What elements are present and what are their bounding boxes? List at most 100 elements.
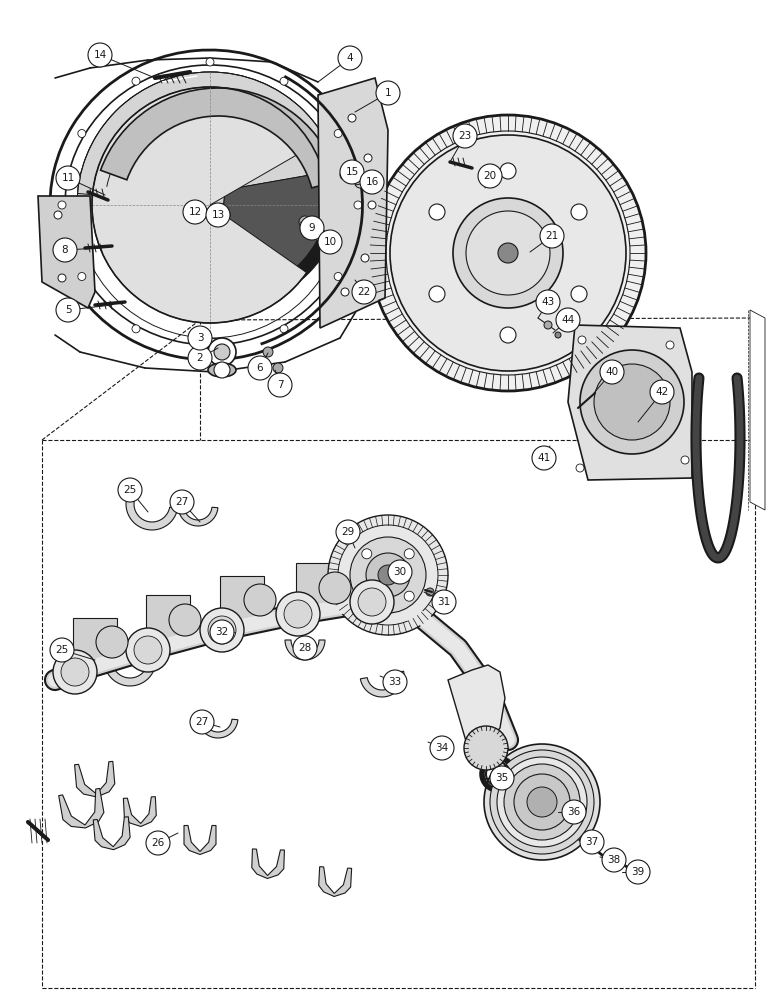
Circle shape [432, 590, 456, 614]
Polygon shape [59, 788, 104, 828]
Circle shape [430, 736, 454, 760]
Text: 4: 4 [347, 53, 354, 63]
Circle shape [378, 565, 398, 585]
Circle shape [484, 744, 600, 860]
Circle shape [53, 238, 77, 262]
Text: 14: 14 [93, 50, 107, 60]
Circle shape [273, 363, 283, 373]
Text: 32: 32 [215, 627, 229, 637]
Polygon shape [75, 761, 115, 797]
Circle shape [248, 356, 272, 380]
Text: 44: 44 [561, 315, 574, 325]
Circle shape [562, 800, 586, 824]
Circle shape [132, 325, 140, 333]
Ellipse shape [208, 363, 236, 377]
Circle shape [569, 804, 581, 816]
Circle shape [355, 178, 365, 188]
Polygon shape [126, 499, 178, 530]
Circle shape [370, 115, 646, 391]
Circle shape [490, 750, 594, 854]
Circle shape [571, 286, 587, 302]
Text: 28: 28 [298, 643, 312, 653]
Circle shape [360, 170, 384, 194]
Circle shape [556, 308, 580, 332]
Circle shape [314, 229, 326, 241]
Circle shape [429, 204, 445, 220]
Circle shape [200, 608, 244, 652]
Circle shape [666, 341, 674, 349]
Wedge shape [92, 87, 312, 323]
Text: 21: 21 [545, 231, 559, 241]
Circle shape [300, 216, 324, 240]
Polygon shape [38, 196, 95, 308]
Circle shape [464, 726, 508, 770]
Circle shape [276, 592, 320, 636]
Circle shape [527, 787, 557, 817]
Circle shape [214, 344, 230, 360]
Circle shape [352, 280, 376, 304]
Circle shape [580, 350, 684, 454]
Circle shape [208, 616, 236, 644]
Circle shape [96, 626, 128, 658]
Circle shape [54, 211, 62, 219]
Circle shape [576, 464, 584, 472]
Circle shape [390, 135, 626, 371]
Text: 20: 20 [483, 171, 496, 181]
Circle shape [328, 515, 448, 635]
Text: 33: 33 [388, 677, 401, 687]
Circle shape [536, 290, 560, 314]
Circle shape [118, 478, 142, 502]
Text: 30: 30 [394, 567, 407, 577]
Text: 7: 7 [276, 380, 283, 390]
Text: 15: 15 [345, 167, 359, 177]
Polygon shape [124, 797, 156, 826]
Wedge shape [215, 170, 343, 308]
Wedge shape [77, 72, 343, 205]
Circle shape [126, 628, 170, 672]
Polygon shape [178, 504, 218, 526]
Wedge shape [100, 88, 339, 188]
Text: 25: 25 [56, 645, 69, 655]
Polygon shape [448, 665, 505, 748]
Circle shape [348, 114, 356, 122]
Text: 6: 6 [256, 363, 263, 373]
Circle shape [497, 757, 587, 847]
Polygon shape [104, 653, 155, 686]
Text: 25: 25 [124, 485, 137, 495]
Text: 29: 29 [341, 527, 354, 537]
Circle shape [405, 549, 415, 559]
Circle shape [56, 166, 80, 190]
Circle shape [605, 857, 615, 867]
Circle shape [453, 124, 477, 148]
Circle shape [341, 288, 349, 296]
Circle shape [376, 81, 400, 105]
Text: 34: 34 [435, 743, 449, 753]
Circle shape [338, 46, 362, 70]
Text: 42: 42 [655, 387, 669, 397]
Circle shape [602, 848, 626, 872]
Circle shape [268, 373, 292, 397]
Text: 3: 3 [197, 333, 203, 343]
Circle shape [563, 798, 587, 822]
Circle shape [388, 560, 412, 584]
Circle shape [280, 77, 288, 85]
Circle shape [334, 129, 342, 137]
Circle shape [555, 332, 561, 338]
Circle shape [188, 326, 212, 350]
Circle shape [466, 211, 550, 295]
Circle shape [284, 600, 312, 628]
Circle shape [500, 327, 516, 343]
Circle shape [500, 163, 516, 179]
Text: 12: 12 [188, 207, 201, 217]
Circle shape [318, 230, 342, 254]
Circle shape [514, 774, 570, 830]
Circle shape [50, 638, 74, 662]
Circle shape [600, 360, 624, 384]
Circle shape [132, 77, 140, 85]
Polygon shape [252, 849, 284, 878]
Circle shape [580, 830, 604, 854]
Polygon shape [285, 640, 325, 660]
Circle shape [426, 588, 434, 596]
Circle shape [146, 831, 170, 855]
Circle shape [578, 336, 586, 344]
